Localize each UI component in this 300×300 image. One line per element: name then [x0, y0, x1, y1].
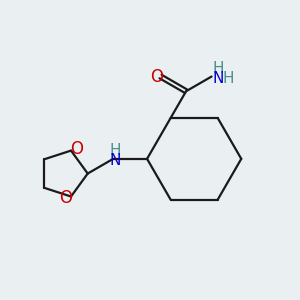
Text: N: N: [110, 153, 121, 168]
Text: O: O: [59, 189, 72, 207]
Text: O: O: [151, 68, 164, 85]
Text: H: H: [110, 143, 121, 158]
Text: H: H: [223, 70, 234, 86]
Text: N: N: [212, 70, 224, 86]
Text: O: O: [70, 140, 83, 158]
Text: H: H: [212, 61, 224, 76]
